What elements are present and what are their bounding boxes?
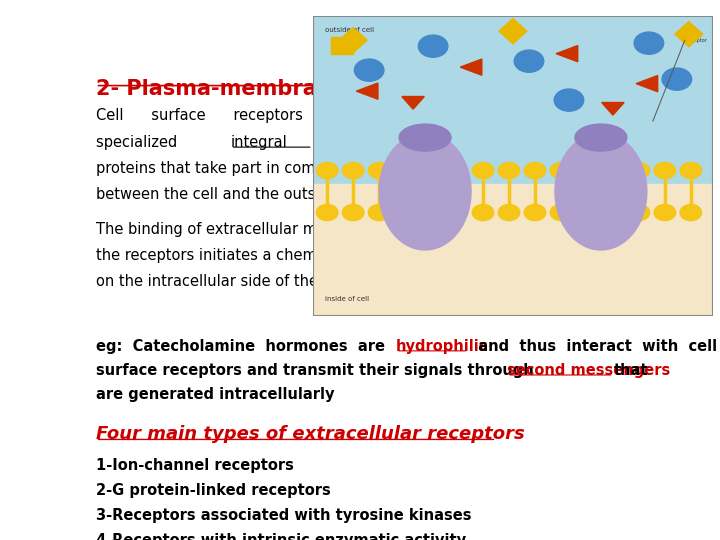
Text: Cell      surface      receptors      are: Cell surface receptors are: [96, 109, 354, 124]
Text: the receptors initiates a chemical change: the receptors initiates a chemical chang…: [96, 248, 400, 263]
Circle shape: [680, 163, 701, 179]
Circle shape: [420, 205, 442, 221]
Circle shape: [343, 205, 364, 221]
Text: proteins that take part in communication: proteins that take part in communication: [96, 161, 397, 176]
Circle shape: [354, 59, 384, 81]
Circle shape: [418, 35, 448, 57]
Polygon shape: [636, 76, 657, 92]
Text: between the cell and the outside world.: between the cell and the outside world.: [96, 187, 387, 202]
Polygon shape: [460, 59, 482, 75]
Text: surface receptors and transmit their signals through: surface receptors and transmit their sig…: [96, 363, 539, 379]
Text: 4-Receptors with intrinsic enzymatic activity: 4-Receptors with intrinsic enzymatic act…: [96, 533, 466, 540]
Text: inside of cell: inside of cell: [325, 296, 369, 302]
Text: hydrophilic: hydrophilic: [396, 339, 488, 354]
Circle shape: [550, 205, 572, 221]
Polygon shape: [356, 83, 378, 99]
Circle shape: [420, 163, 442, 179]
Text: integral: integral: [230, 134, 287, 150]
Text: 2- Plasma-membrane receptors:: 2- Plasma-membrane receptors:: [96, 79, 474, 99]
Text: second messengers: second messengers: [508, 363, 675, 379]
Text: and  thus  interact  with  cell: and thus interact with cell: [469, 339, 718, 354]
Circle shape: [554, 89, 584, 111]
Circle shape: [395, 205, 416, 221]
Circle shape: [602, 205, 624, 221]
Circle shape: [498, 205, 520, 221]
Circle shape: [628, 205, 649, 221]
Text: membrane: membrane: [312, 134, 439, 150]
Circle shape: [576, 205, 598, 221]
Circle shape: [316, 163, 338, 179]
Polygon shape: [556, 45, 577, 62]
Circle shape: [369, 163, 390, 179]
Bar: [331, 37, 354, 53]
Circle shape: [514, 50, 544, 72]
Text: receptor: receptor: [687, 38, 708, 43]
Circle shape: [395, 163, 416, 179]
Text: outside of cell: outside of cell: [325, 26, 374, 33]
Polygon shape: [402, 97, 424, 109]
Circle shape: [680, 205, 701, 221]
Bar: [313, 16, 713, 184]
Ellipse shape: [399, 124, 451, 151]
Text: Four main types of extracellular receptors: Four main types of extracellular recepto…: [96, 425, 524, 443]
Ellipse shape: [575, 124, 627, 151]
Circle shape: [550, 163, 572, 179]
Circle shape: [602, 163, 624, 179]
Circle shape: [524, 205, 546, 221]
Text: are generated intracellularly: are generated intracellularly: [96, 388, 334, 402]
Circle shape: [472, 205, 494, 221]
Polygon shape: [339, 28, 367, 53]
Circle shape: [654, 205, 675, 221]
Text: 2-G protein-linked receptors: 2-G protein-linked receptors: [96, 483, 330, 498]
Circle shape: [662, 68, 692, 90]
Circle shape: [628, 163, 649, 179]
Circle shape: [316, 205, 338, 221]
Ellipse shape: [555, 133, 647, 250]
Text: The binding of extracellular molecules to: The binding of extracellular molecules t…: [96, 221, 396, 237]
Polygon shape: [602, 103, 624, 115]
Bar: [313, 184, 713, 316]
Circle shape: [343, 163, 364, 179]
Circle shape: [369, 205, 390, 221]
Polygon shape: [675, 22, 703, 47]
Polygon shape: [499, 18, 527, 44]
Text: 3-Receptors associated with tyrosine kinases: 3-Receptors associated with tyrosine kin…: [96, 508, 471, 523]
Circle shape: [498, 163, 520, 179]
Text: specialized: specialized: [96, 134, 181, 150]
Text: that: that: [613, 363, 648, 379]
Circle shape: [634, 32, 664, 54]
Circle shape: [576, 163, 598, 179]
Circle shape: [472, 163, 494, 179]
Text: on the intracellular side of the membrane.: on the intracellular side of the membran…: [96, 274, 408, 289]
Circle shape: [654, 163, 675, 179]
Text: eg:  Catecholamine  hormones  are: eg: Catecholamine hormones are: [96, 339, 395, 354]
Circle shape: [446, 205, 468, 221]
Text: 1-Ion-channel receptors: 1-Ion-channel receptors: [96, 458, 294, 473]
Circle shape: [524, 163, 546, 179]
Circle shape: [446, 163, 468, 179]
Ellipse shape: [379, 133, 471, 250]
